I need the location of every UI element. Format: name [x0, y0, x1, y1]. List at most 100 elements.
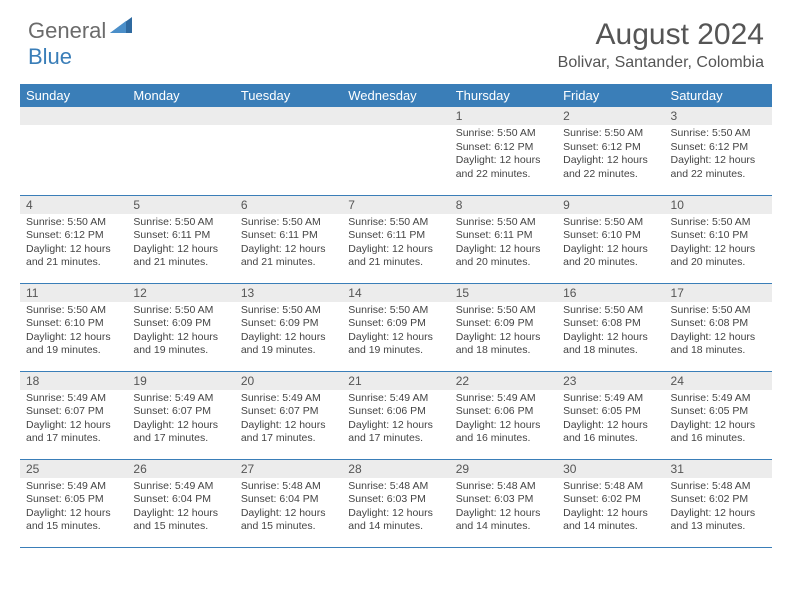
day-number: 21 — [342, 372, 449, 390]
title-block: August 2024 Bolivar, Santander, Colombia — [558, 18, 764, 72]
calendar-cell — [342, 107, 449, 195]
calendar-row: 4Sunrise: 5:50 AMSunset: 6:12 PMDaylight… — [20, 195, 772, 283]
day-header-row: SundayMondayTuesdayWednesdayThursdayFrid… — [20, 84, 772, 107]
day-number: 5 — [127, 196, 234, 214]
day-details: Sunrise: 5:50 AMSunset: 6:11 PMDaylight:… — [450, 214, 557, 275]
empty-daynum — [235, 107, 342, 125]
day-details: Sunrise: 5:50 AMSunset: 6:12 PMDaylight:… — [557, 125, 664, 186]
calendar-cell: 12Sunrise: 5:50 AMSunset: 6:09 PMDayligh… — [127, 283, 234, 371]
day-details: Sunrise: 5:49 AMSunset: 6:04 PMDaylight:… — [127, 478, 234, 539]
header: General August 2024 Bolivar, Santander, … — [0, 0, 792, 80]
day-number: 26 — [127, 460, 234, 478]
day-number: 8 — [450, 196, 557, 214]
day-number: 13 — [235, 284, 342, 302]
calendar-cell: 28Sunrise: 5:48 AMSunset: 6:03 PMDayligh… — [342, 459, 449, 547]
calendar-table: SundayMondayTuesdayWednesdayThursdayFrid… — [20, 84, 772, 548]
empty-daynum — [342, 107, 449, 125]
calendar-body: 1Sunrise: 5:50 AMSunset: 6:12 PMDaylight… — [20, 107, 772, 547]
day-number: 4 — [20, 196, 127, 214]
logo-sub: Blue — [28, 44, 72, 70]
day-number: 22 — [450, 372, 557, 390]
day-number: 16 — [557, 284, 664, 302]
logo-text-general: General — [28, 18, 106, 44]
day-number: 7 — [342, 196, 449, 214]
calendar-cell: 23Sunrise: 5:49 AMSunset: 6:05 PMDayligh… — [557, 371, 664, 459]
day-details: Sunrise: 5:48 AMSunset: 6:03 PMDaylight:… — [342, 478, 449, 539]
calendar-cell: 25Sunrise: 5:49 AMSunset: 6:05 PMDayligh… — [20, 459, 127, 547]
day-details: Sunrise: 5:50 AMSunset: 6:10 PMDaylight:… — [20, 302, 127, 363]
day-details: Sunrise: 5:49 AMSunset: 6:07 PMDaylight:… — [235, 390, 342, 451]
calendar-cell: 29Sunrise: 5:48 AMSunset: 6:03 PMDayligh… — [450, 459, 557, 547]
day-details: Sunrise: 5:48 AMSunset: 6:04 PMDaylight:… — [235, 478, 342, 539]
day-number: 9 — [557, 196, 664, 214]
calendar-cell: 14Sunrise: 5:50 AMSunset: 6:09 PMDayligh… — [342, 283, 449, 371]
day-number: 18 — [20, 372, 127, 390]
calendar-cell: 20Sunrise: 5:49 AMSunset: 6:07 PMDayligh… — [235, 371, 342, 459]
day-number: 1 — [450, 107, 557, 125]
calendar-cell: 30Sunrise: 5:48 AMSunset: 6:02 PMDayligh… — [557, 459, 664, 547]
day-details: Sunrise: 5:49 AMSunset: 6:06 PMDaylight:… — [342, 390, 449, 451]
day-details: Sunrise: 5:50 AMSunset: 6:10 PMDaylight:… — [557, 214, 664, 275]
month-title: August 2024 — [558, 18, 764, 52]
day-number: 15 — [450, 284, 557, 302]
day-details: Sunrise: 5:49 AMSunset: 6:05 PMDaylight:… — [20, 478, 127, 539]
day-details: Sunrise: 5:48 AMSunset: 6:02 PMDaylight:… — [665, 478, 772, 539]
day-header: Tuesday — [235, 84, 342, 107]
calendar-cell: 31Sunrise: 5:48 AMSunset: 6:02 PMDayligh… — [665, 459, 772, 547]
day-number: 10 — [665, 196, 772, 214]
day-number: 6 — [235, 196, 342, 214]
day-header: Thursday — [450, 84, 557, 107]
calendar-row: 1Sunrise: 5:50 AMSunset: 6:12 PMDaylight… — [20, 107, 772, 195]
day-header: Sunday — [20, 84, 127, 107]
day-number: 28 — [342, 460, 449, 478]
day-number: 27 — [235, 460, 342, 478]
calendar-cell: 1Sunrise: 5:50 AMSunset: 6:12 PMDaylight… — [450, 107, 557, 195]
day-details: Sunrise: 5:49 AMSunset: 6:05 PMDaylight:… — [665, 390, 772, 451]
calendar-cell: 4Sunrise: 5:50 AMSunset: 6:12 PMDaylight… — [20, 195, 127, 283]
day-number: 24 — [665, 372, 772, 390]
day-details: Sunrise: 5:48 AMSunset: 6:02 PMDaylight:… — [557, 478, 664, 539]
day-details: Sunrise: 5:50 AMSunset: 6:11 PMDaylight:… — [235, 214, 342, 275]
location: Bolivar, Santander, Colombia — [558, 54, 764, 72]
day-details: Sunrise: 5:50 AMSunset: 6:08 PMDaylight:… — [557, 302, 664, 363]
calendar-cell: 15Sunrise: 5:50 AMSunset: 6:09 PMDayligh… — [450, 283, 557, 371]
day-details: Sunrise: 5:50 AMSunset: 6:08 PMDaylight:… — [665, 302, 772, 363]
calendar-cell: 26Sunrise: 5:49 AMSunset: 6:04 PMDayligh… — [127, 459, 234, 547]
day-number: 20 — [235, 372, 342, 390]
day-number: 11 — [20, 284, 127, 302]
calendar-cell: 16Sunrise: 5:50 AMSunset: 6:08 PMDayligh… — [557, 283, 664, 371]
day-details: Sunrise: 5:50 AMSunset: 6:12 PMDaylight:… — [665, 125, 772, 186]
day-number: 31 — [665, 460, 772, 478]
empty-daynum — [127, 107, 234, 125]
calendar-cell: 5Sunrise: 5:50 AMSunset: 6:11 PMDaylight… — [127, 195, 234, 283]
day-details: Sunrise: 5:50 AMSunset: 6:09 PMDaylight:… — [450, 302, 557, 363]
calendar-cell: 3Sunrise: 5:50 AMSunset: 6:12 PMDaylight… — [665, 107, 772, 195]
day-details: Sunrise: 5:49 AMSunset: 6:06 PMDaylight:… — [450, 390, 557, 451]
day-details: Sunrise: 5:50 AMSunset: 6:10 PMDaylight:… — [665, 214, 772, 275]
calendar-cell: 6Sunrise: 5:50 AMSunset: 6:11 PMDaylight… — [235, 195, 342, 283]
logo-text-blue: Blue — [28, 44, 72, 69]
calendar-row: 18Sunrise: 5:49 AMSunset: 6:07 PMDayligh… — [20, 371, 772, 459]
calendar-row: 25Sunrise: 5:49 AMSunset: 6:05 PMDayligh… — [20, 459, 772, 547]
calendar-cell: 8Sunrise: 5:50 AMSunset: 6:11 PMDaylight… — [450, 195, 557, 283]
day-number: 25 — [20, 460, 127, 478]
logo-triangle-icon — [110, 17, 136, 40]
day-details: Sunrise: 5:49 AMSunset: 6:05 PMDaylight:… — [557, 390, 664, 451]
day-details: Sunrise: 5:49 AMSunset: 6:07 PMDaylight:… — [20, 390, 127, 451]
day-number: 19 — [127, 372, 234, 390]
day-details: Sunrise: 5:50 AMSunset: 6:11 PMDaylight:… — [342, 214, 449, 275]
day-details: Sunrise: 5:50 AMSunset: 6:12 PMDaylight:… — [450, 125, 557, 186]
day-header: Friday — [557, 84, 664, 107]
logo: General — [28, 18, 138, 44]
day-number: 14 — [342, 284, 449, 302]
day-details: Sunrise: 5:50 AMSunset: 6:09 PMDaylight:… — [342, 302, 449, 363]
calendar-cell: 13Sunrise: 5:50 AMSunset: 6:09 PMDayligh… — [235, 283, 342, 371]
day-header: Saturday — [665, 84, 772, 107]
calendar-cell: 27Sunrise: 5:48 AMSunset: 6:04 PMDayligh… — [235, 459, 342, 547]
day-number: 12 — [127, 284, 234, 302]
calendar-cell: 10Sunrise: 5:50 AMSunset: 6:10 PMDayligh… — [665, 195, 772, 283]
calendar-cell: 21Sunrise: 5:49 AMSunset: 6:06 PMDayligh… — [342, 371, 449, 459]
calendar-cell: 22Sunrise: 5:49 AMSunset: 6:06 PMDayligh… — [450, 371, 557, 459]
calendar-cell: 7Sunrise: 5:50 AMSunset: 6:11 PMDaylight… — [342, 195, 449, 283]
day-details: Sunrise: 5:49 AMSunset: 6:07 PMDaylight:… — [127, 390, 234, 451]
